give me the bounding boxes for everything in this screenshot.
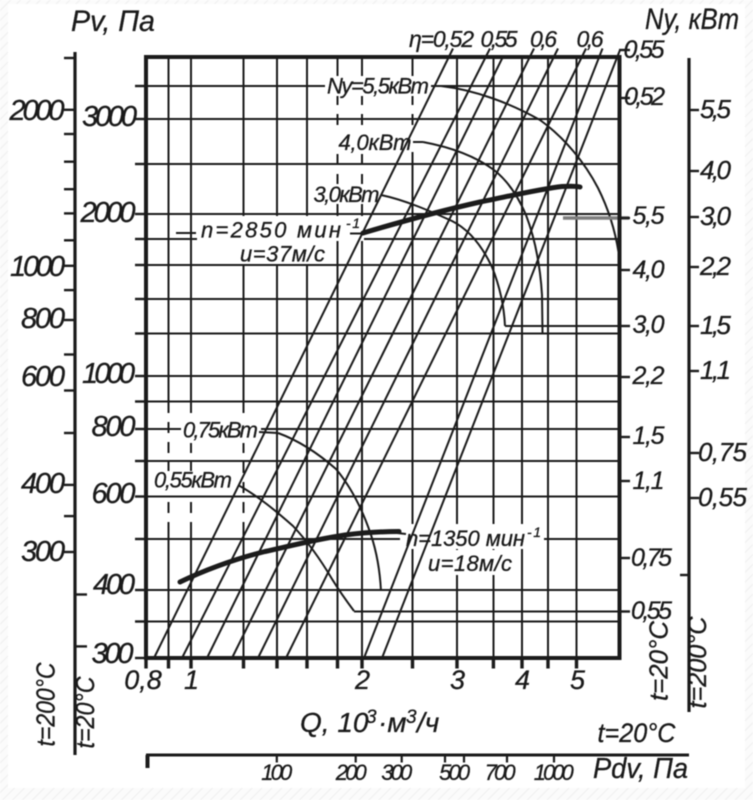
svg-text:300: 300 [21,536,65,568]
svg-text:3,0кВт: 3,0кВт [314,182,380,207]
svg-text:0,55: 0,55 [624,36,665,64]
svg-text:0,6: 0,6 [577,26,604,52]
svg-text:Pdv, Па: Pdv, Па [593,753,688,785]
svg-text:0,55кВт: 0,55кВт [154,468,232,493]
svg-text:u=37м/с: u=37м/с [240,242,325,267]
svg-text:1,5: 1,5 [700,310,732,340]
svg-text:2,2: 2,2 [699,251,732,281]
svg-text:1,1: 1,1 [700,355,731,385]
svg-text:0,55: 0,55 [631,597,672,625]
svg-text:4,0кВт: 4,0кВт [339,130,412,155]
svg-text:0,75: 0,75 [698,437,748,467]
svg-text:Pv, Па: Pv, Па [71,5,155,38]
svg-text:700: 700 [485,760,517,785]
svg-text:1,1: 1,1 [633,467,665,495]
svg-text:0,52: 0,52 [624,83,665,111]
svg-text:/ч: /ч [415,707,439,738]
svg-text:3: 3 [450,665,465,695]
svg-text:0,55: 0,55 [481,26,518,52]
svg-text:0,6: 0,6 [530,26,557,52]
svg-text:n=2850 мин: n=2850 мин [201,218,341,243]
svg-text:1: 1 [184,665,199,695]
svg-text:400: 400 [21,468,65,500]
svg-text:400: 400 [93,569,135,601]
svg-text:η=0,52: η=0,52 [409,26,474,52]
svg-text:3,0: 3,0 [633,311,665,339]
svg-text:3,0: 3,0 [700,201,732,231]
svg-text:0,75: 0,75 [631,544,672,572]
svg-text:1000: 1000 [10,251,65,283]
svg-text:500: 500 [439,760,471,785]
svg-text:n=1350 мин: n=1350 мин [406,526,525,551]
svg-text:t=20°C: t=20°C [598,718,676,748]
svg-text:3: 3 [366,707,377,728]
svg-text:200: 200 [335,760,368,785]
svg-text:800: 800 [92,411,136,443]
svg-text:2000: 2000 [80,197,136,229]
svg-text:2: 2 [354,665,370,695]
svg-text:0,55: 0,55 [698,482,748,512]
svg-text:5,5: 5,5 [700,94,732,124]
svg-text:600: 600 [92,478,136,510]
svg-text:300: 300 [381,760,413,785]
svg-text:5: 5 [570,665,586,695]
svg-text:4,0: 4,0 [700,155,732,185]
svg-text:4,0: 4,0 [633,256,665,284]
svg-text:800: 800 [21,303,65,335]
svg-text:1000: 1000 [534,760,575,785]
svg-text:0,75кВт: 0,75кВт [183,418,258,443]
svg-text:3000: 3000 [82,101,137,133]
svg-text:-1: -1 [346,215,360,231]
svg-text:100: 100 [261,760,293,785]
svg-text:u=18м/с: u=18м/с [428,551,512,576]
svg-text:1000: 1000 [82,358,135,390]
svg-text:t=20°C: t=20°C [644,621,674,701]
svg-text:Q, 10: Q, 10 [300,707,369,738]
svg-text:0,8: 0,8 [124,665,162,695]
svg-text:4: 4 [515,665,530,695]
svg-text:Ny=5,5кВт: Ny=5,5кВт [327,74,429,99]
svg-text:t=200°C: t=200°C [31,662,61,746]
svg-text:2,2: 2,2 [632,362,665,390]
svg-text:t=200°C: t=200°C [682,616,712,708]
svg-text:300: 300 [92,638,134,670]
svg-text:-1: -1 [527,524,541,540]
svg-text:600: 600 [21,361,65,393]
svg-text:2000: 2000 [9,95,65,127]
svg-text:1,5: 1,5 [633,422,665,450]
svg-text:5,5: 5,5 [633,202,665,230]
svg-text:3: 3 [406,707,417,728]
svg-text:t=20°C: t=20°C [70,676,100,748]
svg-text:·м: ·м [378,707,407,738]
svg-text:Ny, кВт: Ny, кВт [645,3,739,36]
